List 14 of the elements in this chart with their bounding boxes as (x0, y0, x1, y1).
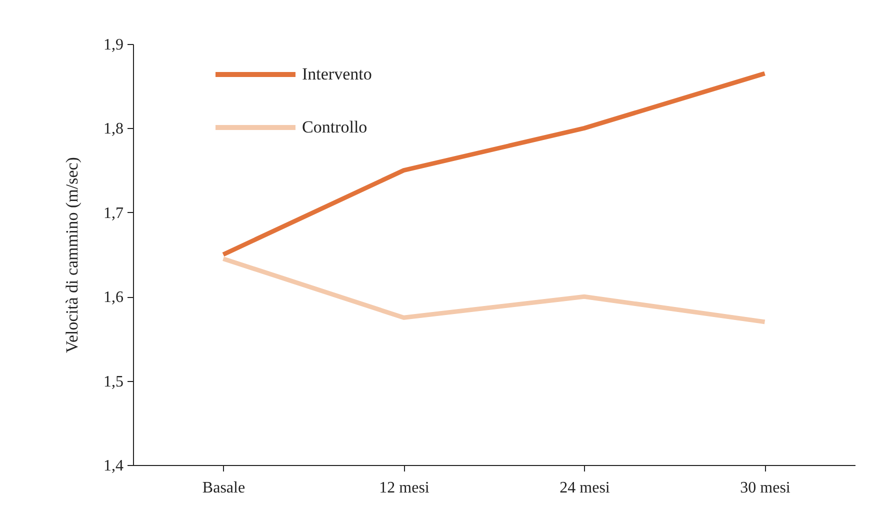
x-tick-label: 24 mesi (560, 480, 610, 496)
x-tick-label: 30 mesi (740, 480, 791, 496)
legend-label: Intervento (302, 64, 372, 84)
y-tick-label: 1,4 (104, 458, 124, 474)
line-series (221, 256, 767, 324)
y-tick-label: 1,8 (104, 120, 124, 138)
y-axis-title: Velocità di cammino (m/sec) (62, 157, 82, 353)
y-tick-label: 1,7 (104, 204, 124, 222)
y-tick-label: 1,5 (104, 373, 124, 390)
x-tick-label: Basale (202, 480, 246, 496)
y-tick-label: 1,9 (104, 36, 124, 54)
y-tick-label: 1,6 (104, 289, 124, 306)
x-tick-label: 12 mesi (379, 480, 430, 496)
legend-label: Controllo (302, 118, 368, 136)
